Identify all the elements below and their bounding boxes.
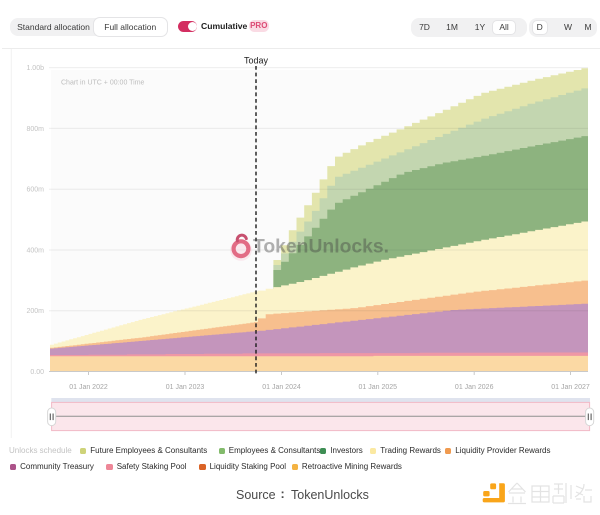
svg-text:800m: 800m: [26, 126, 44, 133]
svg-text:01 Jan 2027: 01 Jan 2027: [551, 384, 590, 391]
svg-text:600m: 600m: [26, 187, 44, 194]
svg-text:1.00b: 1.00b: [26, 65, 44, 72]
svg-text:0.00: 0.00: [30, 369, 44, 376]
svg-text:01 Jan 2022: 01 Jan 2022: [69, 384, 108, 391]
svg-text:Today: Today: [244, 56, 269, 66]
svg-text:Chart in UTC + 00:00 Time: Chart in UTC + 00:00 Time: [61, 80, 145, 87]
svg-text:400m: 400m: [26, 247, 44, 254]
svg-text:01 Jan 2024: 01 Jan 2024: [262, 384, 301, 391]
svg-text:01 Jan 2023: 01 Jan 2023: [166, 384, 205, 391]
svg-text:01 Jan 2026: 01 Jan 2026: [455, 384, 494, 391]
svg-text:200m: 200m: [26, 308, 44, 315]
svg-text:TokenUnlocks.: TokenUnlocks.: [253, 236, 389, 258]
svg-text:01 Jan 2025: 01 Jan 2025: [359, 384, 398, 391]
